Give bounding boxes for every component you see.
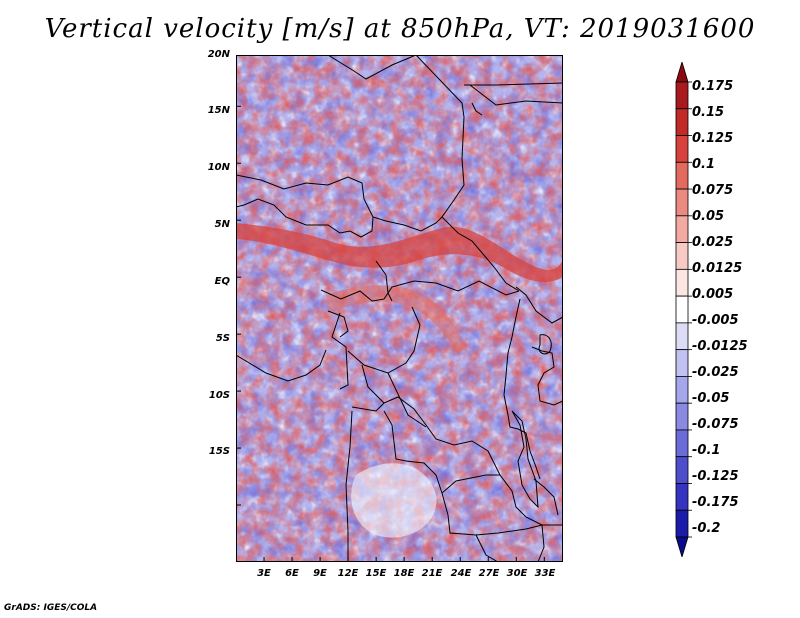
colorbar-bottom-arrow [675,536,689,557]
colorbar-label: 0.005 [692,287,734,302]
colorbar [675,62,692,557]
colorbar-label: -0.005 [692,313,739,328]
colorbar-label: 0.05 [692,209,725,224]
lon-label: 21E [421,568,443,579]
colorbar-box [675,429,689,458]
colorbar-label: -0.1 [692,443,721,458]
lon-label: 9E [313,568,327,579]
colorbar-box [675,108,689,136]
colorbar-label: 0.125 [692,131,734,146]
colorbar-box [675,349,689,377]
lakes [471,102,552,509]
lat-label: 15S [208,446,230,457]
lon-label: 24E [450,568,472,579]
colorbar-top-arrow [675,62,689,83]
colorbar-label: -0.175 [692,495,739,510]
colorbar-label: -0.075 [692,417,739,432]
colorbar-label: 0.15 [692,105,725,120]
colorbar-box [675,483,689,511]
rising-band-south [326,285,466,355]
colorbar-box [675,242,689,270]
lon-label: 3E [257,568,271,579]
vertical-velocity-field [236,55,563,562]
colorbar-box [675,135,689,163]
rising-band [236,223,563,283]
colorbar-box [675,376,689,404]
colorbar-box [675,215,689,243]
colorbar-label: 0.025 [692,235,734,250]
colorbar-label: 0.075 [692,183,734,198]
lat-label: 5N [214,219,230,230]
credit-text: GrADS: IGES/COLA [4,603,98,613]
chart-title: Vertical velocity [m/s] at 850hPa, VT: 2… [44,14,756,44]
country-borders [236,55,563,562]
lat-label: 10S [208,390,230,401]
colorbar-box [675,81,689,110]
colorbar-box [675,188,689,217]
colorbar-label: -0.125 [692,469,739,484]
colorbar-box [675,295,689,324]
colorbar-label: 0.1 [692,157,716,172]
lon-label: 18E [393,568,415,579]
map-frame [236,55,563,562]
lon-label: 12E [337,568,359,579]
lat-label: EQ [214,276,230,287]
colorbar-box [675,161,689,190]
colorbar-label: -0.05 [692,391,730,406]
colorbar-box [675,402,689,431]
lat-label: 15N [207,105,230,116]
colorbar-label: -0.2 [692,521,721,536]
lat-label: 10N [207,162,230,173]
colorbar-box [675,456,689,484]
colorbar-label: 0.175 [692,79,734,94]
colorbar-label: -0.025 [692,365,739,380]
neutral-patch [351,463,437,538]
lon-label: 33E [534,568,556,579]
colorbar-box [675,322,689,351]
lon-label: 6E [285,568,299,579]
colorbar-label: -0.0125 [692,339,748,354]
map-panel [236,55,563,562]
lat-label: 5S [215,333,230,344]
lon-label: 15E [365,568,387,579]
colorbar-box [675,509,689,538]
colorbar-label: 0.0125 [692,261,743,276]
lat-label: 20N [207,49,230,60]
lon-label: 27E [478,568,500,579]
colorbar-box [675,268,689,297]
lon-label: 30E [506,568,528,579]
